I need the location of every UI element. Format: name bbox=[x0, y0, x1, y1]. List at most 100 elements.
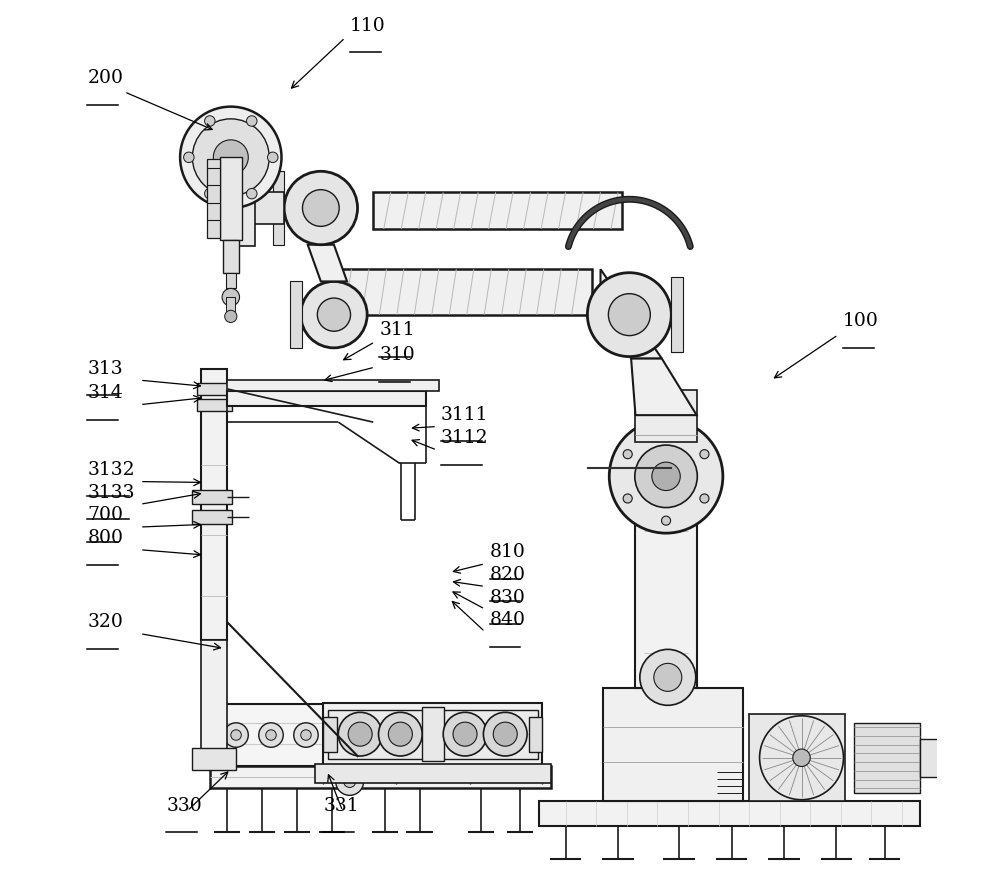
Bar bbox=[227, 391, 426, 406]
Text: 311: 311 bbox=[379, 321, 415, 339]
Text: 100: 100 bbox=[843, 312, 878, 330]
Bar bbox=[192, 490, 232, 504]
Bar bbox=[273, 171, 284, 245]
Bar bbox=[635, 390, 697, 442]
Bar bbox=[201, 640, 227, 766]
Circle shape bbox=[266, 730, 276, 740]
Bar bbox=[223, 186, 251, 230]
Circle shape bbox=[301, 730, 311, 740]
Bar bbox=[323, 717, 337, 752]
Text: 840: 840 bbox=[490, 611, 526, 629]
Circle shape bbox=[213, 140, 248, 175]
Bar bbox=[227, 380, 439, 391]
Circle shape bbox=[247, 115, 257, 126]
Bar bbox=[210, 766, 551, 788]
Bar bbox=[223, 240, 239, 273]
Circle shape bbox=[623, 494, 632, 503]
Polygon shape bbox=[308, 245, 347, 281]
Bar bbox=[290, 281, 302, 348]
Circle shape bbox=[192, 119, 269, 196]
Circle shape bbox=[443, 712, 487, 756]
Circle shape bbox=[284, 171, 358, 245]
Text: 310: 310 bbox=[379, 346, 415, 364]
Circle shape bbox=[379, 712, 422, 756]
Circle shape bbox=[635, 445, 697, 508]
Bar bbox=[529, 717, 542, 752]
Circle shape bbox=[338, 712, 382, 756]
Circle shape bbox=[453, 722, 477, 746]
Bar bbox=[214, 704, 328, 766]
Bar bbox=[671, 277, 683, 352]
Text: 330: 330 bbox=[166, 796, 202, 815]
Bar bbox=[192, 748, 236, 770]
Bar bbox=[422, 707, 444, 761]
Bar bbox=[635, 478, 697, 688]
Text: 3112: 3112 bbox=[441, 429, 488, 447]
Bar bbox=[334, 269, 592, 315]
Bar bbox=[323, 703, 542, 766]
Bar bbox=[249, 192, 284, 224]
Text: 110: 110 bbox=[350, 17, 385, 35]
Polygon shape bbox=[631, 358, 697, 415]
Circle shape bbox=[587, 273, 671, 357]
Circle shape bbox=[302, 190, 339, 226]
Circle shape bbox=[268, 152, 278, 163]
Circle shape bbox=[662, 427, 671, 436]
Circle shape bbox=[483, 712, 527, 756]
Text: 830: 830 bbox=[490, 588, 525, 607]
Circle shape bbox=[317, 298, 351, 331]
Bar bbox=[192, 510, 232, 524]
Circle shape bbox=[640, 649, 696, 705]
Bar bbox=[539, 801, 920, 826]
Circle shape bbox=[336, 767, 364, 795]
Text: 810: 810 bbox=[490, 543, 525, 561]
Bar bbox=[197, 383, 232, 395]
Text: 200: 200 bbox=[87, 69, 123, 87]
Circle shape bbox=[793, 749, 810, 766]
Bar bbox=[854, 723, 920, 793]
Bar bbox=[315, 764, 551, 783]
Circle shape bbox=[231, 730, 241, 740]
Bar bbox=[238, 135, 255, 246]
Circle shape bbox=[700, 449, 709, 459]
Circle shape bbox=[760, 721, 834, 794]
Text: 3132: 3132 bbox=[87, 461, 135, 479]
Circle shape bbox=[623, 449, 632, 459]
Circle shape bbox=[662, 516, 671, 525]
Circle shape bbox=[180, 107, 282, 208]
Bar bbox=[220, 157, 242, 240]
Polygon shape bbox=[601, 269, 662, 358]
Text: 800: 800 bbox=[87, 529, 123, 547]
Bar bbox=[920, 739, 968, 777]
Circle shape bbox=[205, 189, 215, 199]
Bar bbox=[197, 399, 232, 411]
Circle shape bbox=[225, 310, 237, 323]
Text: 700: 700 bbox=[87, 506, 123, 524]
Bar bbox=[207, 159, 220, 238]
Circle shape bbox=[493, 722, 517, 746]
Circle shape bbox=[205, 115, 215, 126]
Circle shape bbox=[609, 420, 723, 533]
Bar bbox=[749, 714, 845, 801]
Circle shape bbox=[608, 294, 650, 336]
Circle shape bbox=[778, 739, 816, 777]
Bar bbox=[226, 273, 236, 288]
Circle shape bbox=[259, 723, 283, 747]
Bar bbox=[216, 126, 268, 140]
Text: 313: 313 bbox=[87, 359, 123, 378]
Circle shape bbox=[344, 775, 356, 787]
Circle shape bbox=[652, 462, 680, 490]
Circle shape bbox=[700, 494, 709, 503]
Text: 331: 331 bbox=[323, 796, 359, 815]
Circle shape bbox=[222, 288, 240, 306]
Bar bbox=[226, 297, 235, 311]
Text: 3111: 3111 bbox=[441, 406, 488, 424]
Bar bbox=[603, 688, 743, 801]
Circle shape bbox=[247, 189, 257, 199]
Text: 314: 314 bbox=[87, 384, 123, 402]
Text: 820: 820 bbox=[490, 565, 526, 584]
Circle shape bbox=[184, 152, 194, 163]
Bar bbox=[201, 369, 227, 640]
Circle shape bbox=[348, 722, 372, 746]
Text: 320: 320 bbox=[87, 613, 123, 631]
